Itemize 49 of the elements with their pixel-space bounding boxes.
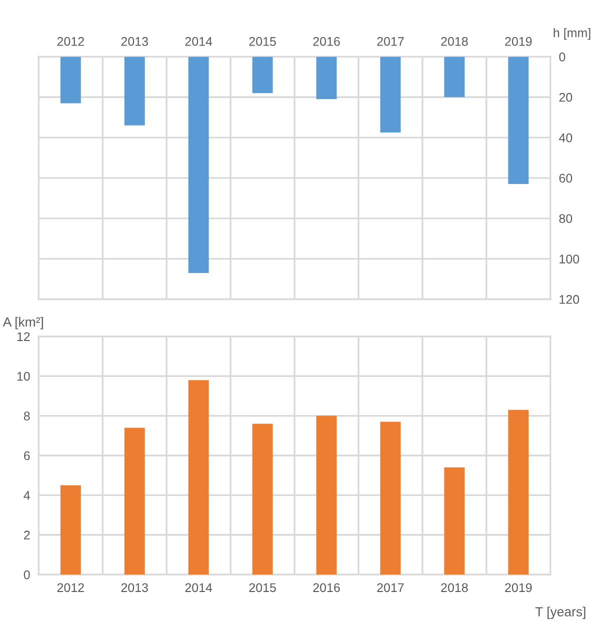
bar — [188, 380, 209, 575]
bar — [60, 56, 81, 104]
y-tick-label: 6 — [24, 451, 30, 460]
bar — [380, 422, 401, 575]
bar — [508, 410, 529, 575]
y-tick-label: 0 — [24, 570, 30, 580]
bar — [380, 56, 401, 132]
y-tick-label: 8 — [24, 412, 30, 420]
x-tick-label: 2014 — [185, 583, 212, 592]
bar — [252, 424, 273, 575]
y-tick-label: 80 — [559, 214, 572, 224]
x-tick-label: 2013 — [121, 583, 148, 592]
x-axis-title: T [years] — [535, 606, 586, 620]
bar — [124, 56, 145, 126]
x-tick-label: 2015 — [249, 583, 276, 592]
bar — [316, 56, 337, 100]
x-tick-label: 2017 — [377, 583, 404, 592]
x-tick-label: 2012 — [57, 583, 84, 592]
x-tick-label: 2016 — [313, 583, 340, 592]
bar — [188, 56, 209, 273]
y-tick-label: 10 — [17, 372, 30, 381]
y-tick-label: 60 — [559, 174, 572, 183]
bar — [124, 428, 145, 575]
bar — [316, 416, 337, 575]
bar — [444, 56, 465, 98]
x-tick-label: 2016 — [313, 37, 340, 46]
y-tick-label: 2 — [24, 530, 30, 540]
x-tick-label: 2015 — [249, 37, 276, 46]
x-tick-label: 2014 — [185, 37, 212, 46]
y-tick-label: 100 — [560, 254, 580, 264]
x-tick-label: 2019 — [505, 37, 532, 46]
y-tick-label: 40 — [558, 133, 572, 142]
x-tick-label: 2018 — [441, 583, 468, 592]
y-tick-label: 120 — [560, 295, 580, 304]
bar — [60, 485, 81, 575]
y-tick-label: 4 — [24, 491, 30, 500]
y-axis-title: h [mm] — [554, 28, 590, 40]
bar — [508, 56, 529, 184]
x-tick-label: 2017 — [377, 37, 404, 46]
x-tick-label: 2012 — [57, 37, 84, 46]
y-tick-label: 12 — [17, 332, 30, 341]
y-tick-label: 20 — [559, 92, 572, 102]
y-axis-title: A [km²] — [2, 316, 43, 330]
x-tick-label: 2018 — [441, 37, 468, 46]
x-tick-label: 2013 — [121, 37, 148, 46]
bar — [252, 56, 273, 94]
y-tick-label: 0 — [559, 52, 566, 62]
bar — [444, 467, 465, 575]
x-tick-label: 2019 — [505, 583, 532, 592]
